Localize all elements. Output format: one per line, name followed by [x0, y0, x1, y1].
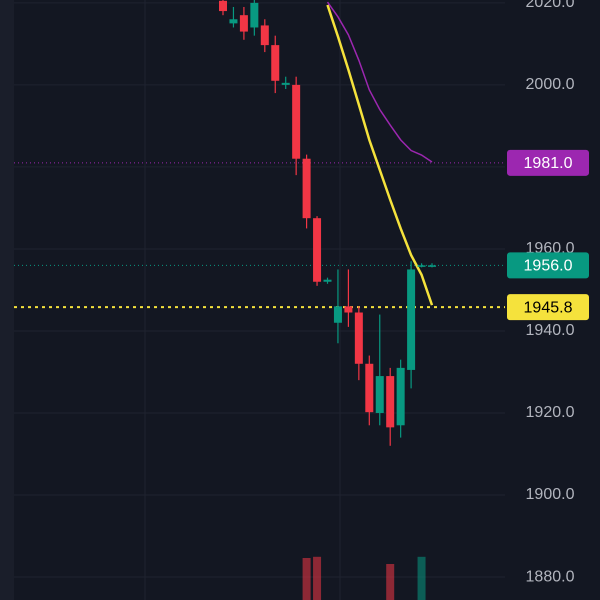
candle-body — [365, 363, 374, 413]
y-tick-label: 1940.0 — [526, 322, 575, 339]
y-tick-label: 1920.0 — [526, 404, 575, 421]
candle-body — [281, 82, 290, 85]
y-tick-label: 1900.0 — [526, 486, 575, 503]
candle-body — [428, 265, 436, 267]
candle-body — [344, 306, 353, 313]
candle-body — [250, 2, 259, 28]
candle-body — [239, 15, 248, 32]
candle-body — [229, 19, 238, 24]
volume-bar — [386, 564, 395, 600]
y-tick-label: 2000.0 — [526, 76, 575, 93]
candle-body — [271, 45, 280, 81]
price-label-box — [507, 252, 589, 279]
candle-body — [219, 0, 227, 12]
volume-bar — [417, 556, 426, 600]
candle-body — [354, 312, 363, 364]
price-label: 1981.0 — [524, 155, 573, 172]
candle-body — [396, 367, 405, 426]
candle-body — [302, 158, 311, 219]
price-label: 1945.8 — [524, 299, 573, 316]
candle-body — [313, 218, 322, 282]
candle-body — [386, 376, 395, 428]
candle-body — [407, 269, 416, 370]
moving-average-line — [326, 4, 434, 306]
candle-body — [292, 84, 301, 159]
price-label: 1956.0 — [524, 258, 573, 275]
y-tick-label: 1880.0 — [526, 568, 575, 585]
price-label-box — [507, 294, 589, 321]
candle-body — [260, 25, 269, 46]
left-edge — [0, 0, 14, 600]
candle-body — [333, 306, 342, 323]
moving-average-line — [326, 1, 433, 163]
candle-body — [323, 279, 332, 282]
volume-bar — [313, 556, 322, 600]
candle-body — [417, 265, 426, 267]
candle-body — [375, 376, 384, 413]
y-tick-label: 2020.0 — [526, 0, 575, 11]
price-label-box — [507, 149, 589, 176]
volume-bar — [302, 558, 311, 600]
